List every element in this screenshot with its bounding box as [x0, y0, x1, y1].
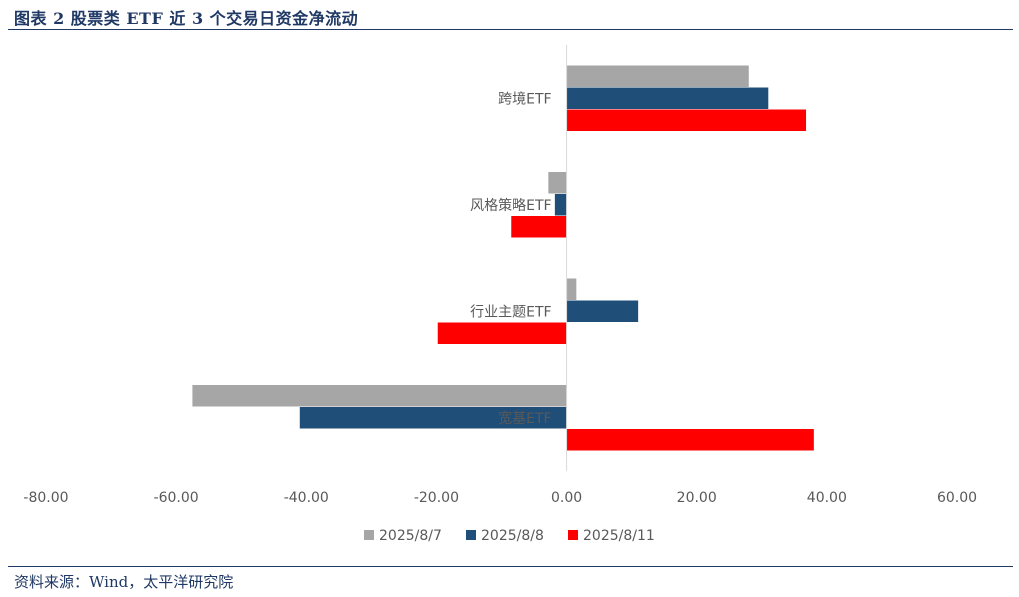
bar-2-series-1 [548, 172, 567, 194]
bar-2-series-2 [554, 194, 567, 216]
legend-label: 2025/8/8 [481, 528, 544, 544]
bar-4-series-1 [192, 385, 567, 407]
bar-1-series-3 [566, 109, 807, 131]
bar-1-series-2 [566, 87, 769, 109]
bar-3-series-3 [437, 322, 567, 344]
bar-3-series-1 [566, 278, 577, 300]
legend-swatch [364, 530, 374, 540]
x-tick-label: -40.00 [284, 490, 329, 506]
x-tick-label: -60.00 [154, 490, 199, 506]
category-label: 跨境ETF [498, 91, 551, 107]
x-tick-label: 40.00 [807, 490, 847, 506]
category-label: 行业主题ETF [470, 304, 551, 320]
bar-4-series-3 [566, 429, 814, 451]
legend-swatch [466, 530, 476, 540]
chart-title: 图表 2 股票类 ETF 近 3 个交易日资金净流动 [14, 9, 359, 28]
x-tick-label: 20.00 [677, 490, 717, 506]
legend-swatch [568, 530, 578, 540]
source-note: 资料来源：Wind，太平洋研究院 [14, 573, 234, 591]
bar-1-series-1 [566, 65, 749, 87]
bar-3-series-2 [566, 300, 639, 322]
bottom-rule [8, 566, 1013, 567]
x-tick-label: 0.00 [551, 490, 582, 506]
category-label: 风格策略ETF [470, 197, 551, 214]
category-label: 宽基ETF [498, 410, 551, 427]
x-tick-label: -80.00 [23, 490, 68, 506]
bar-2-series-3 [511, 216, 567, 238]
legend-label: 2025/8/11 [583, 528, 655, 544]
x-tick-label: -20.00 [414, 490, 459, 506]
top-rule [8, 29, 1013, 30]
bar-4-series-2 [299, 407, 567, 429]
legend-label: 2025/8/7 [379, 528, 442, 544]
x-tick-label: 60.00 [937, 490, 977, 506]
